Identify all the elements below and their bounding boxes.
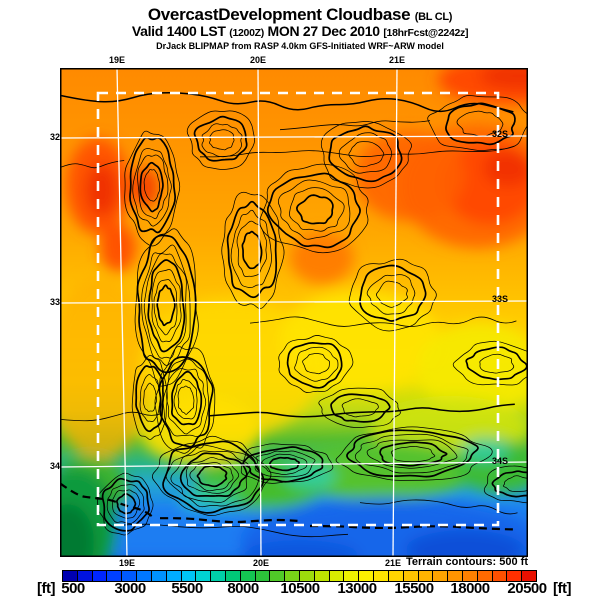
- model-domain-box: [96, 91, 500, 527]
- forecast-tag: [18hrFcst@2242z]: [383, 27, 469, 39]
- map-border: [60, 68, 528, 557]
- lon-label-top-20e: 20E: [249, 55, 266, 65]
- lon-label-bottom-20e: 20E: [252, 558, 269, 568]
- lon-label-bottom-21e: 21E: [384, 558, 401, 568]
- colorbar: [62, 570, 537, 582]
- colorbar-label-3000: 3000: [114, 580, 146, 597]
- colorbar-label-15500: 15500: [394, 580, 434, 597]
- colorbar-segment: [521, 570, 537, 582]
- colorbar-label-5500: 5500: [171, 580, 203, 597]
- valid-time-zulu: (1200Z): [229, 27, 264, 39]
- lat-label-left-32s: 32S: [49, 132, 66, 142]
- lat-label-right-33s: 33S: [491, 294, 508, 304]
- valid-time-local: Valid 1400 LST: [131, 23, 226, 39]
- colorbar-label-10500: 10500: [280, 580, 320, 597]
- dashed-contour-line: [60, 482, 515, 531]
- title-parameter: OvercastDevelopment Cloudbase: [147, 5, 411, 24]
- colorbar-label-13000: 13000: [337, 580, 377, 597]
- lon-label-top-19e: 19E: [108, 55, 125, 65]
- map-canvas: [60, 68, 528, 557]
- page-title: OvercastDevelopment Cloudbase (BL CL): [0, 5, 600, 25]
- model-credit: DrJack BLIPMAP from RASP 4.0km GFS-Initi…: [156, 41, 444, 51]
- lat-label-right-34s: 34S: [491, 456, 508, 466]
- lat-label-right-32s: 32S: [491, 129, 508, 139]
- colorbar-unit-left: [ft]: [37, 580, 55, 597]
- lon-label-bottom-19e: 19E: [118, 558, 135, 568]
- lat-label-left-34s: 34S: [49, 461, 66, 471]
- valid-time-line: Valid 1400 LST (1200Z) MON 27 Dec 2010 […: [0, 23, 600, 39]
- latlon-grid: [60, 68, 528, 557]
- valid-date: MON 27 Dec 2010: [267, 23, 381, 39]
- lat-label-left-33s: 33S: [49, 297, 66, 307]
- colorbar-label-18000: 18000: [450, 580, 490, 597]
- lon-label-top-21e: 21E: [388, 55, 405, 65]
- colorbar-label-8000: 8000: [227, 580, 259, 597]
- colorbar-unit-right: [ft]: [553, 580, 571, 597]
- colorbar-label-20500: 20500: [507, 580, 547, 597]
- colorbar-label-500: 500: [61, 580, 85, 597]
- title-parameter-code: (BL CL): [414, 11, 453, 23]
- forecast-map-svg: [60, 68, 528, 557]
- terrain-contours-note: Terrain contours: 500 ft: [405, 556, 528, 568]
